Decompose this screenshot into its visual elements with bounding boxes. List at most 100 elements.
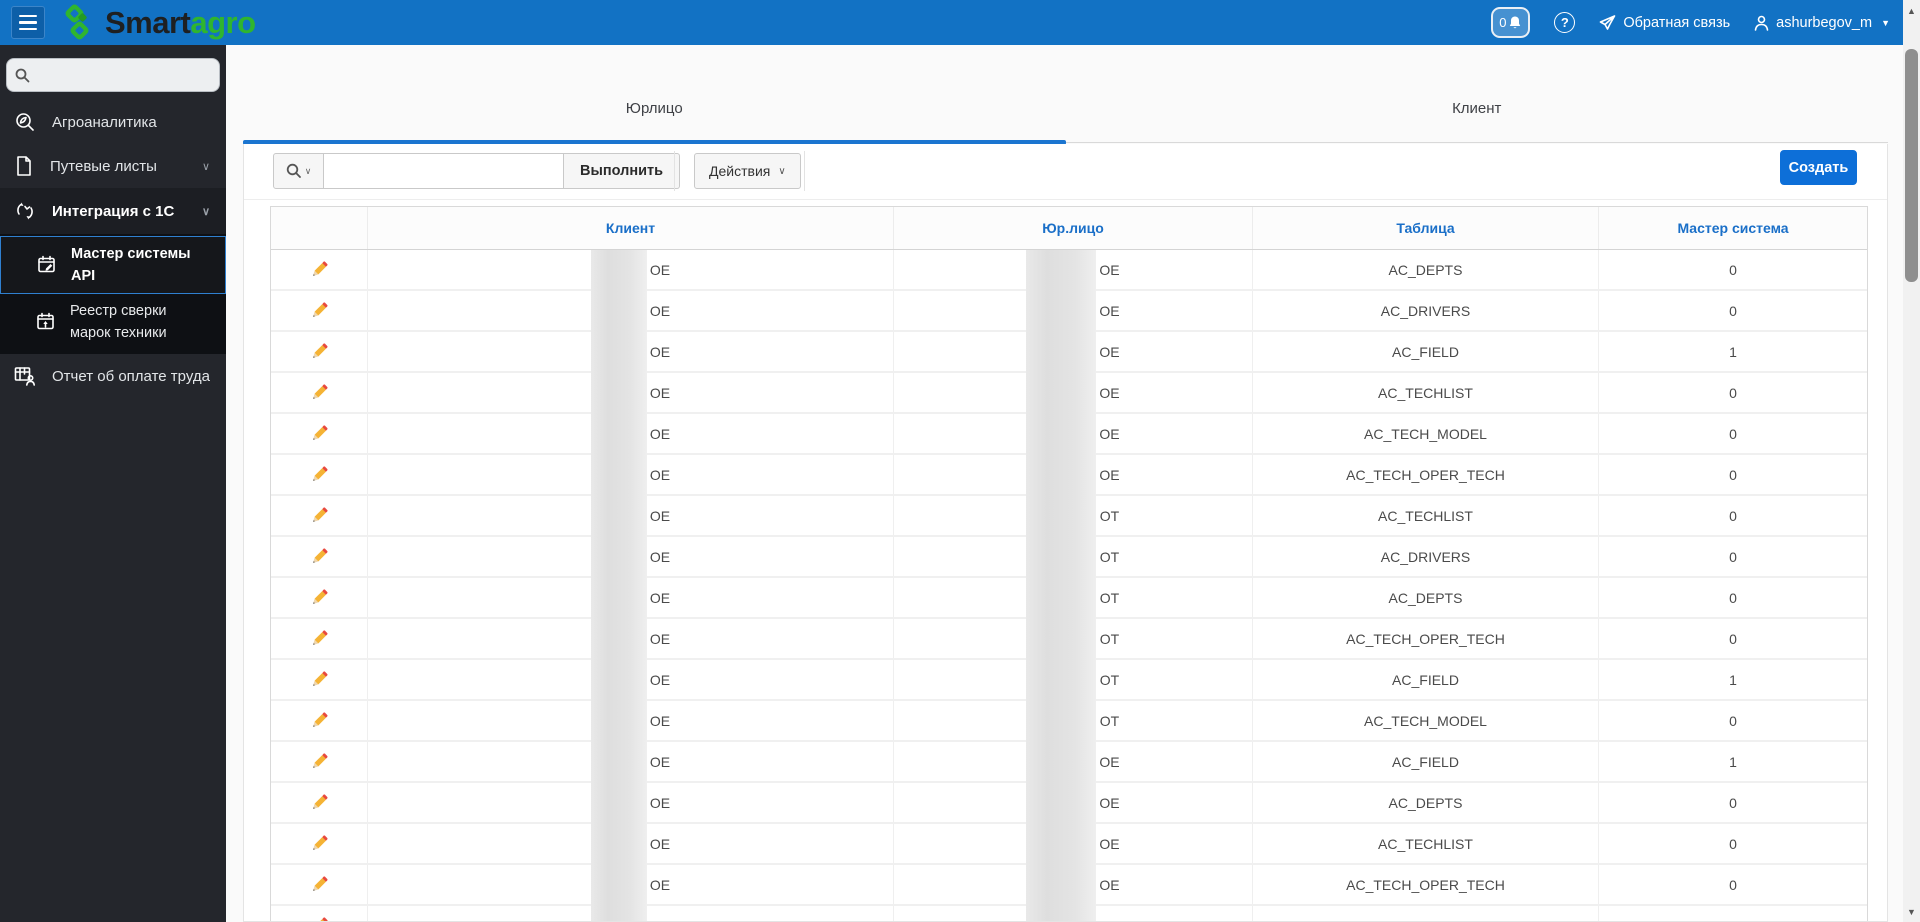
tab-legal-entity[interactable]: Юрлицо (243, 75, 1066, 145)
search-icon (286, 163, 301, 178)
master-system-cell: 0 (1729, 712, 1737, 729)
master-system-cell: 0 (1729, 384, 1737, 401)
master-system-cell: 1 (1729, 343, 1737, 360)
window-scrollbar[interactable]: ▲ ▼ (1903, 0, 1920, 922)
sync-recycle-icon (14, 200, 36, 222)
chevron-down-icon: ∨ (201, 160, 210, 173)
edit-row-button[interactable] (271, 619, 367, 658)
client-cell: ОЕ (368, 824, 894, 863)
entity-visible-suffix: ОЕ (1099, 343, 1120, 360)
calendar-upload-icon (36, 312, 56, 332)
sidebar-item-label: Мастер системы API (71, 246, 191, 284)
entity-visible-suffix: ОЕ (1099, 876, 1120, 893)
sidebar-item-master-systems-api[interactable]: Мастер системы API (0, 236, 226, 294)
edit-row-button[interactable] (271, 578, 367, 617)
edit-row-button[interactable] (271, 291, 367, 330)
document-icon (14, 155, 34, 177)
report-search-input[interactable] (324, 153, 564, 189)
edit-row-button[interactable] (271, 660, 367, 699)
entity-cell: ОТ (894, 619, 1253, 658)
column-header-master[interactable]: Мастер система (1677, 220, 1789, 236)
edit-row-button[interactable] (271, 783, 367, 822)
edit-row-button[interactable] (271, 373, 367, 412)
master-system-cell: 0 (1729, 630, 1737, 647)
pencil-icon (312, 794, 328, 810)
pencil-icon (312, 302, 328, 318)
edit-row-button[interactable] (271, 742, 367, 781)
chevron-down-icon: ∨ (778, 165, 786, 177)
report-panel: ∨ Выполнить Действия ∨ Создать Клиент Юр… (243, 144, 1888, 922)
entity-cell: ОЕ (894, 906, 1253, 922)
master-system-cell: 0 (1599, 906, 1867, 922)
user-menu[interactable]: ashurbegov_m ▼ (1754, 15, 1890, 31)
edit-row-button[interactable] (271, 250, 367, 289)
edit-row-button[interactable] (271, 701, 367, 740)
edit-row-button[interactable] (271, 865, 367, 904)
column-header-client[interactable]: Клиент (368, 207, 894, 249)
sidebar-search-input[interactable] (36, 67, 206, 83)
entity-visible-suffix: ОЕ (1099, 918, 1119, 922)
leaf-search-icon (14, 111, 36, 133)
client-cell: ОЕ (368, 578, 894, 617)
notifications-button[interactable]: 0 (1491, 7, 1531, 38)
column-header-edit (271, 207, 368, 249)
create-button[interactable]: Создать (1780, 150, 1857, 185)
search-column-selector[interactable]: ∨ (273, 153, 324, 189)
feedback-label: Обратная связь (1623, 14, 1731, 31)
client-cell: ОЕ (368, 537, 894, 576)
edit-row-button[interactable] (271, 414, 367, 453)
tab-client[interactable]: Клиент (1452, 100, 1502, 117)
sidebar-item-brand-reconciliation-registry[interactable]: Реестр сверки марок техники (0, 294, 226, 350)
edit-row-button[interactable] (271, 824, 367, 863)
entity-visible-suffix: ОТ (1099, 548, 1120, 565)
sidebar-item-agroanalytics[interactable]: Агроаналитика (0, 100, 226, 144)
sidebar-item-waybills[interactable]: Путевые листы ∨ (0, 144, 226, 188)
pencil-icon (312, 343, 328, 359)
pencil-icon (312, 548, 328, 564)
table-name-cell: AC_TECHLIST (1253, 824, 1599, 863)
client-visible-suffix: ОЕ (649, 876, 671, 893)
column-header-table[interactable]: Таблица (1253, 207, 1599, 249)
smartagro-logo-icon (65, 4, 89, 39)
tab-bar: Юрлицо Клиент (243, 75, 1888, 145)
edit-row-button[interactable] (271, 455, 367, 494)
client-visible-suffix: ОЕ (649, 671, 671, 688)
hamburger-menu-icon[interactable] (11, 6, 45, 39)
sidebar-item-label: Отчет об оплате труда ме (52, 367, 212, 385)
actions-menu-button[interactable]: Действия ∨ (694, 153, 801, 189)
entity-cell: ОЕ (894, 373, 1253, 412)
table-name-cell: AC_DEPTS (1253, 578, 1599, 617)
scroll-up-icon[interactable]: ▲ (1907, 5, 1916, 16)
pencil-icon (312, 876, 328, 892)
redaction-overlay-client (591, 250, 647, 921)
table-header-row: Клиент Юр.лицо Таблица Мастер система (271, 207, 1867, 250)
pencil-icon (312, 835, 328, 851)
help-button[interactable]: ? (1554, 12, 1576, 33)
sidebar-item-label: Реестр сверки марок техники (70, 303, 167, 341)
entity-visible-suffix: ОЕ (1099, 835, 1120, 852)
entity-cell: ОТ (894, 578, 1253, 617)
username-label: ashurbegov_m (1776, 14, 1873, 31)
entity-cell: ОТ (894, 660, 1253, 699)
master-system-cell: 1 (1729, 753, 1737, 770)
entity-visible-suffix: ОЕ (1099, 466, 1120, 483)
column-header-entity[interactable]: Юр.лицо (894, 207, 1253, 249)
edit-row-button[interactable] (271, 537, 367, 576)
edit-row-button[interactable] (271, 906, 367, 921)
entity-visible-suffix: ОТ (1099, 589, 1120, 606)
toolbar-divider (804, 151, 805, 191)
scroll-down-icon[interactable]: ▼ (1907, 906, 1916, 917)
mapping-table: Клиент Юр.лицо Таблица Мастер система О (270, 206, 1868, 922)
entity-visible-suffix: ОТ (1099, 712, 1120, 729)
master-system-cell: 0 (1729, 589, 1737, 606)
entity-cell: ОЕ (894, 742, 1253, 781)
edit-row-button[interactable] (271, 332, 367, 371)
entity-visible-suffix: ОЕ (1099, 753, 1120, 770)
scrollbar-thumb[interactable] (1905, 49, 1918, 282)
execute-button[interactable]: Выполнить (564, 153, 681, 189)
edit-row-button[interactable] (271, 496, 367, 535)
sidebar-item-labor-payment-report[interactable]: Отчет об оплате труда ме (0, 354, 226, 398)
feedback-link[interactable]: Обратная связь (1599, 15, 1730, 31)
sidebar-item-1c-integration[interactable]: Интеграция с 1С ∨ (0, 188, 226, 234)
sidebar-search[interactable] (6, 58, 220, 92)
